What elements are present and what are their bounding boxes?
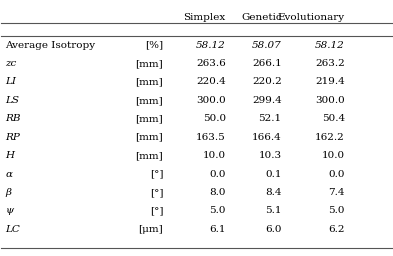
Text: 10.3: 10.3	[259, 151, 281, 160]
Text: Evolutionary: Evolutionary	[278, 13, 345, 22]
Text: 6.0: 6.0	[265, 225, 281, 234]
Text: LC: LC	[5, 225, 20, 234]
Text: LS: LS	[5, 96, 19, 105]
Text: 52.1: 52.1	[259, 114, 281, 123]
Text: 263.2: 263.2	[315, 59, 345, 68]
Text: 10.0: 10.0	[321, 151, 345, 160]
Text: 220.4: 220.4	[196, 78, 226, 87]
Text: α: α	[5, 169, 12, 178]
Text: 8.0: 8.0	[209, 188, 226, 197]
Text: 300.0: 300.0	[196, 96, 226, 105]
Text: 6.1: 6.1	[209, 225, 226, 234]
Text: 0.0: 0.0	[328, 169, 345, 178]
Text: [°]: [°]	[150, 169, 163, 178]
Text: 5.0: 5.0	[328, 206, 345, 215]
Text: 7.4: 7.4	[328, 188, 345, 197]
Text: 300.0: 300.0	[315, 96, 345, 105]
Text: RB: RB	[5, 114, 21, 123]
Text: [mm]: [mm]	[136, 78, 163, 87]
Text: β: β	[5, 188, 11, 197]
Text: 166.4: 166.4	[252, 133, 281, 142]
Text: zc: zc	[5, 59, 17, 68]
Text: [°]: [°]	[150, 206, 163, 215]
Text: Genetic: Genetic	[241, 13, 281, 22]
Text: 58.12: 58.12	[315, 41, 345, 50]
Text: [mm]: [mm]	[136, 133, 163, 142]
Text: 10.0: 10.0	[203, 151, 226, 160]
Text: [%]: [%]	[145, 41, 163, 50]
Text: 219.4: 219.4	[315, 78, 345, 87]
Text: 50.4: 50.4	[321, 114, 345, 123]
Text: [μm]: [μm]	[139, 225, 163, 234]
Text: 0.0: 0.0	[209, 169, 226, 178]
Text: 266.1: 266.1	[252, 59, 281, 68]
Text: 50.0: 50.0	[203, 114, 226, 123]
Text: 0.1: 0.1	[265, 169, 281, 178]
Text: 58.07: 58.07	[252, 41, 281, 50]
Text: 162.2: 162.2	[315, 133, 345, 142]
Text: H: H	[5, 151, 14, 160]
Text: RP: RP	[5, 133, 20, 142]
Text: [mm]: [mm]	[136, 114, 163, 123]
Text: 263.6: 263.6	[196, 59, 226, 68]
Text: LI: LI	[5, 78, 16, 87]
Text: 58.12: 58.12	[196, 41, 226, 50]
Text: Simplex: Simplex	[184, 13, 226, 22]
Text: Average Isotropy: Average Isotropy	[5, 41, 95, 50]
Text: 8.4: 8.4	[265, 188, 281, 197]
Text: 163.5: 163.5	[196, 133, 226, 142]
Text: 5.1: 5.1	[265, 206, 281, 215]
Text: [mm]: [mm]	[136, 151, 163, 160]
Text: ψ: ψ	[5, 206, 13, 215]
Text: [mm]: [mm]	[136, 59, 163, 68]
Text: 299.4: 299.4	[252, 96, 281, 105]
Text: 5.0: 5.0	[209, 206, 226, 215]
Text: [mm]: [mm]	[136, 96, 163, 105]
Text: 220.2: 220.2	[252, 78, 281, 87]
Text: [°]: [°]	[150, 188, 163, 197]
Text: 6.2: 6.2	[328, 225, 345, 234]
